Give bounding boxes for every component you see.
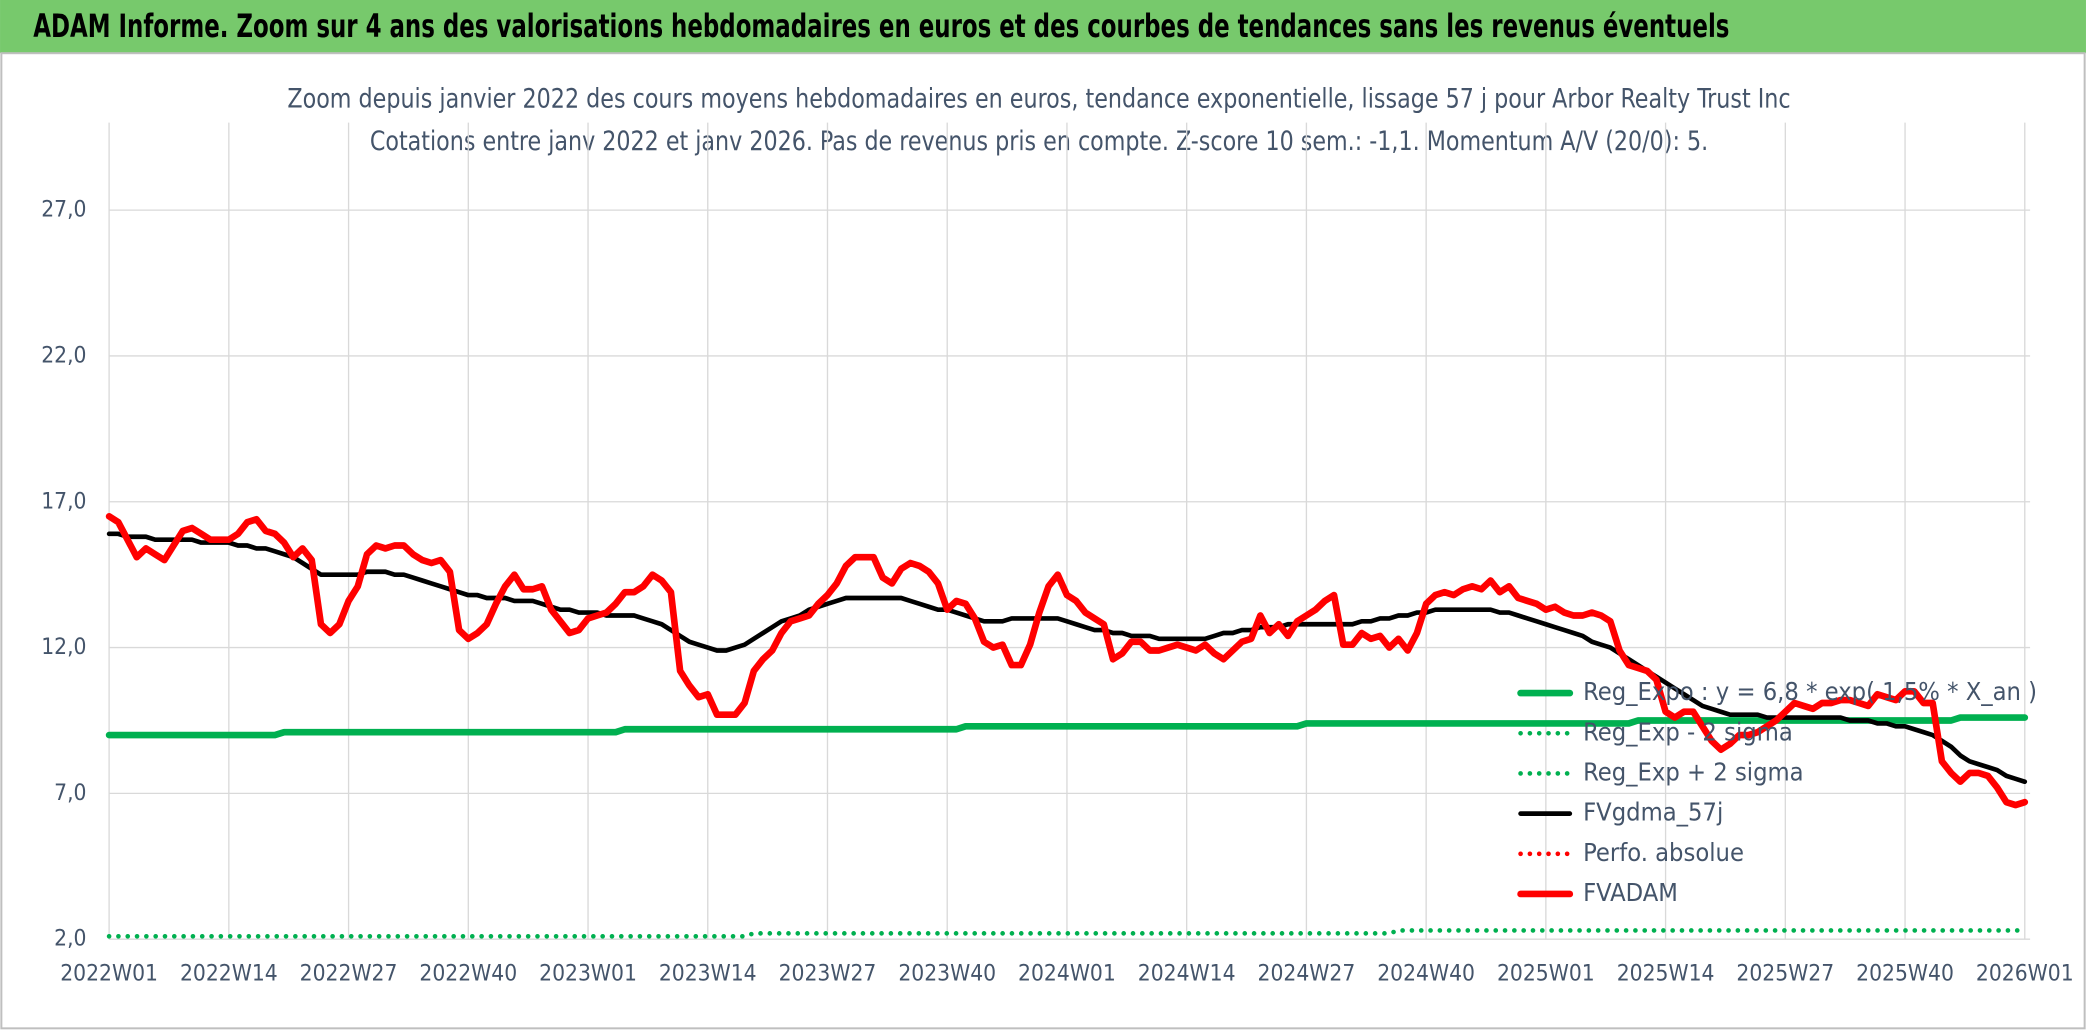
legend-label: Reg_Exp - 2 sigma [1583,717,1793,746]
chart-title: ADAM Informe. Zoom sur 4 ans des valoris… [33,7,1729,45]
y-tick-label: 2,0 [54,926,86,952]
x-tick-label: 2024W14 [1138,960,1236,986]
x-tick-label: 2026W01 [1976,960,2074,986]
x-tick-label: 2022W40 [419,960,517,986]
legend-label: Reg_Expo : y = 6,8 * exp( 1,5% * X_an ) [1583,677,2037,706]
y-tick-label: 12,0 [41,634,86,660]
legend-label: Reg_Exp + 2 sigma [1583,757,1804,786]
legend: Reg_Expo : y = 6,8 * exp( 1,5% * X_an ) R… [1517,677,2037,907]
header-bar [0,0,2086,54]
legend-label: Perfo. absolue [1583,838,1744,867]
series-line [105,714,2029,739]
y-tick-label: 17,0 [41,488,86,514]
chart-subtitle: Zoom depuis janvier 2022 des cours moyen… [287,83,1790,114]
x-tick-label: 2024W27 [1258,960,1356,986]
chart-subtitle: Cotations entre janv 2022 et janv 2026. … [370,126,1708,157]
legend-label: FVADAM [1583,878,1678,907]
x-tick-label: 2023W40 [898,960,996,986]
series-line [105,513,2029,809]
x-tick-label: 2022W01 [60,960,158,986]
series-line [106,928,2028,939]
chart-frame [0,52,2086,1030]
x-tick-label: 2024W40 [1377,960,1475,986]
x-tick-label: 2025W01 [1497,960,1595,986]
x-tick-label: 2022W14 [180,960,278,986]
legend-label: FVgdma_57j [1583,798,1723,827]
x-tick-label: 2023W01 [539,960,637,986]
plot-area [105,513,2029,939]
x-tick-label: 2023W27 [779,960,877,986]
x-tick-label: 2024W01 [1018,960,1116,986]
grid: 2,0 7,0 12,0 17,0 22,0 27,0 2022W01 2022W14 2022… [41,122,2074,986]
x-tick-label: 2022W27 [300,960,398,986]
y-tick-label: 27,0 [41,197,86,223]
x-tick-label: 2025W27 [1736,960,1834,986]
y-tick-label: 22,0 [41,342,86,368]
x-tick-label: 2025W14 [1617,960,1715,986]
y-tick-label: 7,0 [54,780,86,806]
x-tick-label: 2025W40 [1856,960,1954,986]
x-tick-label: 2023W14 [659,960,757,986]
series-line [106,531,2028,785]
